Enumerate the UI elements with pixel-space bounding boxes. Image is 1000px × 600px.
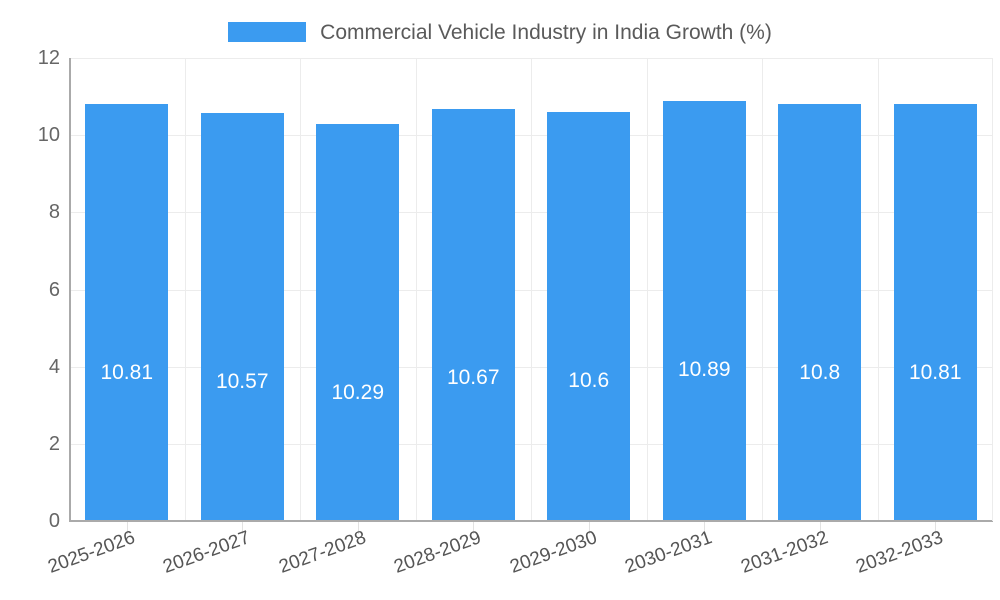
chart-legend: Commercial Vehicle Industry in India Gro… [0,14,1000,50]
x-axis-tick-mark [358,522,359,534]
gridline-vertical [647,58,648,521]
x-axis-tick-mark [704,522,705,534]
bar-value-label: 10.89 [677,357,731,381]
y-axis-tick-label: 0 [48,510,60,532]
x-axis-tick-label: 2028-2029 [391,527,485,578]
bar[interactable]: 10.8 [778,104,862,521]
x-axis-tick-label: 2027-2028 [276,527,369,578]
x-axis-tick-label: 2031-2032 [738,527,831,578]
bar-value-label: 10.81 [100,360,154,384]
gridline-vertical [416,58,417,521]
x-axis-tick-mark [127,522,128,534]
bar-value-label: 10.6 [568,369,610,393]
x-axis-tick-mark [820,522,821,534]
y-axis-tick-label: 6 [48,278,60,301]
bar[interactable]: 10.57 [200,113,284,521]
bar-value-label: 10.81 [908,360,962,384]
gridline-vertical [185,58,186,521]
y-axis-tick-labels: 0 2 4 6 8 10 12 [0,0,60,600]
plot-right-border [992,58,993,521]
bar-value-label: 10.8 [799,361,841,385]
bar[interactable]: 10.29 [316,123,400,521]
x-axis-tick-mark [473,522,474,534]
legend-label: Commercial Vehicle Industry in India Gro… [320,20,772,44]
legend-item-commercial-vehicle-industry[interactable]: Commercial Vehicle Industry in India Gro… [228,22,772,43]
legend-color-swatch [228,22,307,42]
bar[interactable]: 10.81 [893,103,977,521]
bar[interactable]: 10.81 [85,103,169,521]
y-axis-tick-label: 4 [48,355,60,378]
x-axis-tick-label: 2030-2031 [622,527,716,578]
gridline-vertical [878,58,879,521]
bar[interactable]: 10.6 [547,112,631,521]
y-axis-line [69,58,71,522]
y-axis-tick-label: 2 [48,432,60,455]
x-axis-line [69,520,993,522]
bar-value-label: 10.67 [446,366,500,390]
bar[interactable]: 10.67 [431,109,515,521]
plot-area: 10.81 10.57 10.29 10.67 10.6 10.89 10.8 10.81 [69,58,993,522]
gridline-vertical [762,58,763,521]
x-axis-tick-mark [242,522,243,534]
x-axis-tick-label: 2029-2030 [507,527,600,578]
y-axis-tick-label: 12 [37,47,60,69]
x-axis-tick-mark [589,522,590,534]
y-axis-tick-label: 10 [37,124,60,147]
x-axis-tick-mark [935,522,936,534]
gridline-vertical [531,58,532,521]
y-axis-tick-label: 8 [48,201,60,224]
gridline-vertical [300,58,301,521]
bar-value-label: 10.29 [331,380,385,404]
x-axis-tick-label: 2026-2027 [160,527,254,578]
x-axis-tick-label: 2032-2033 [853,527,947,578]
bar-value-label: 10.57 [215,370,269,394]
bar[interactable]: 10.89 [662,100,746,521]
